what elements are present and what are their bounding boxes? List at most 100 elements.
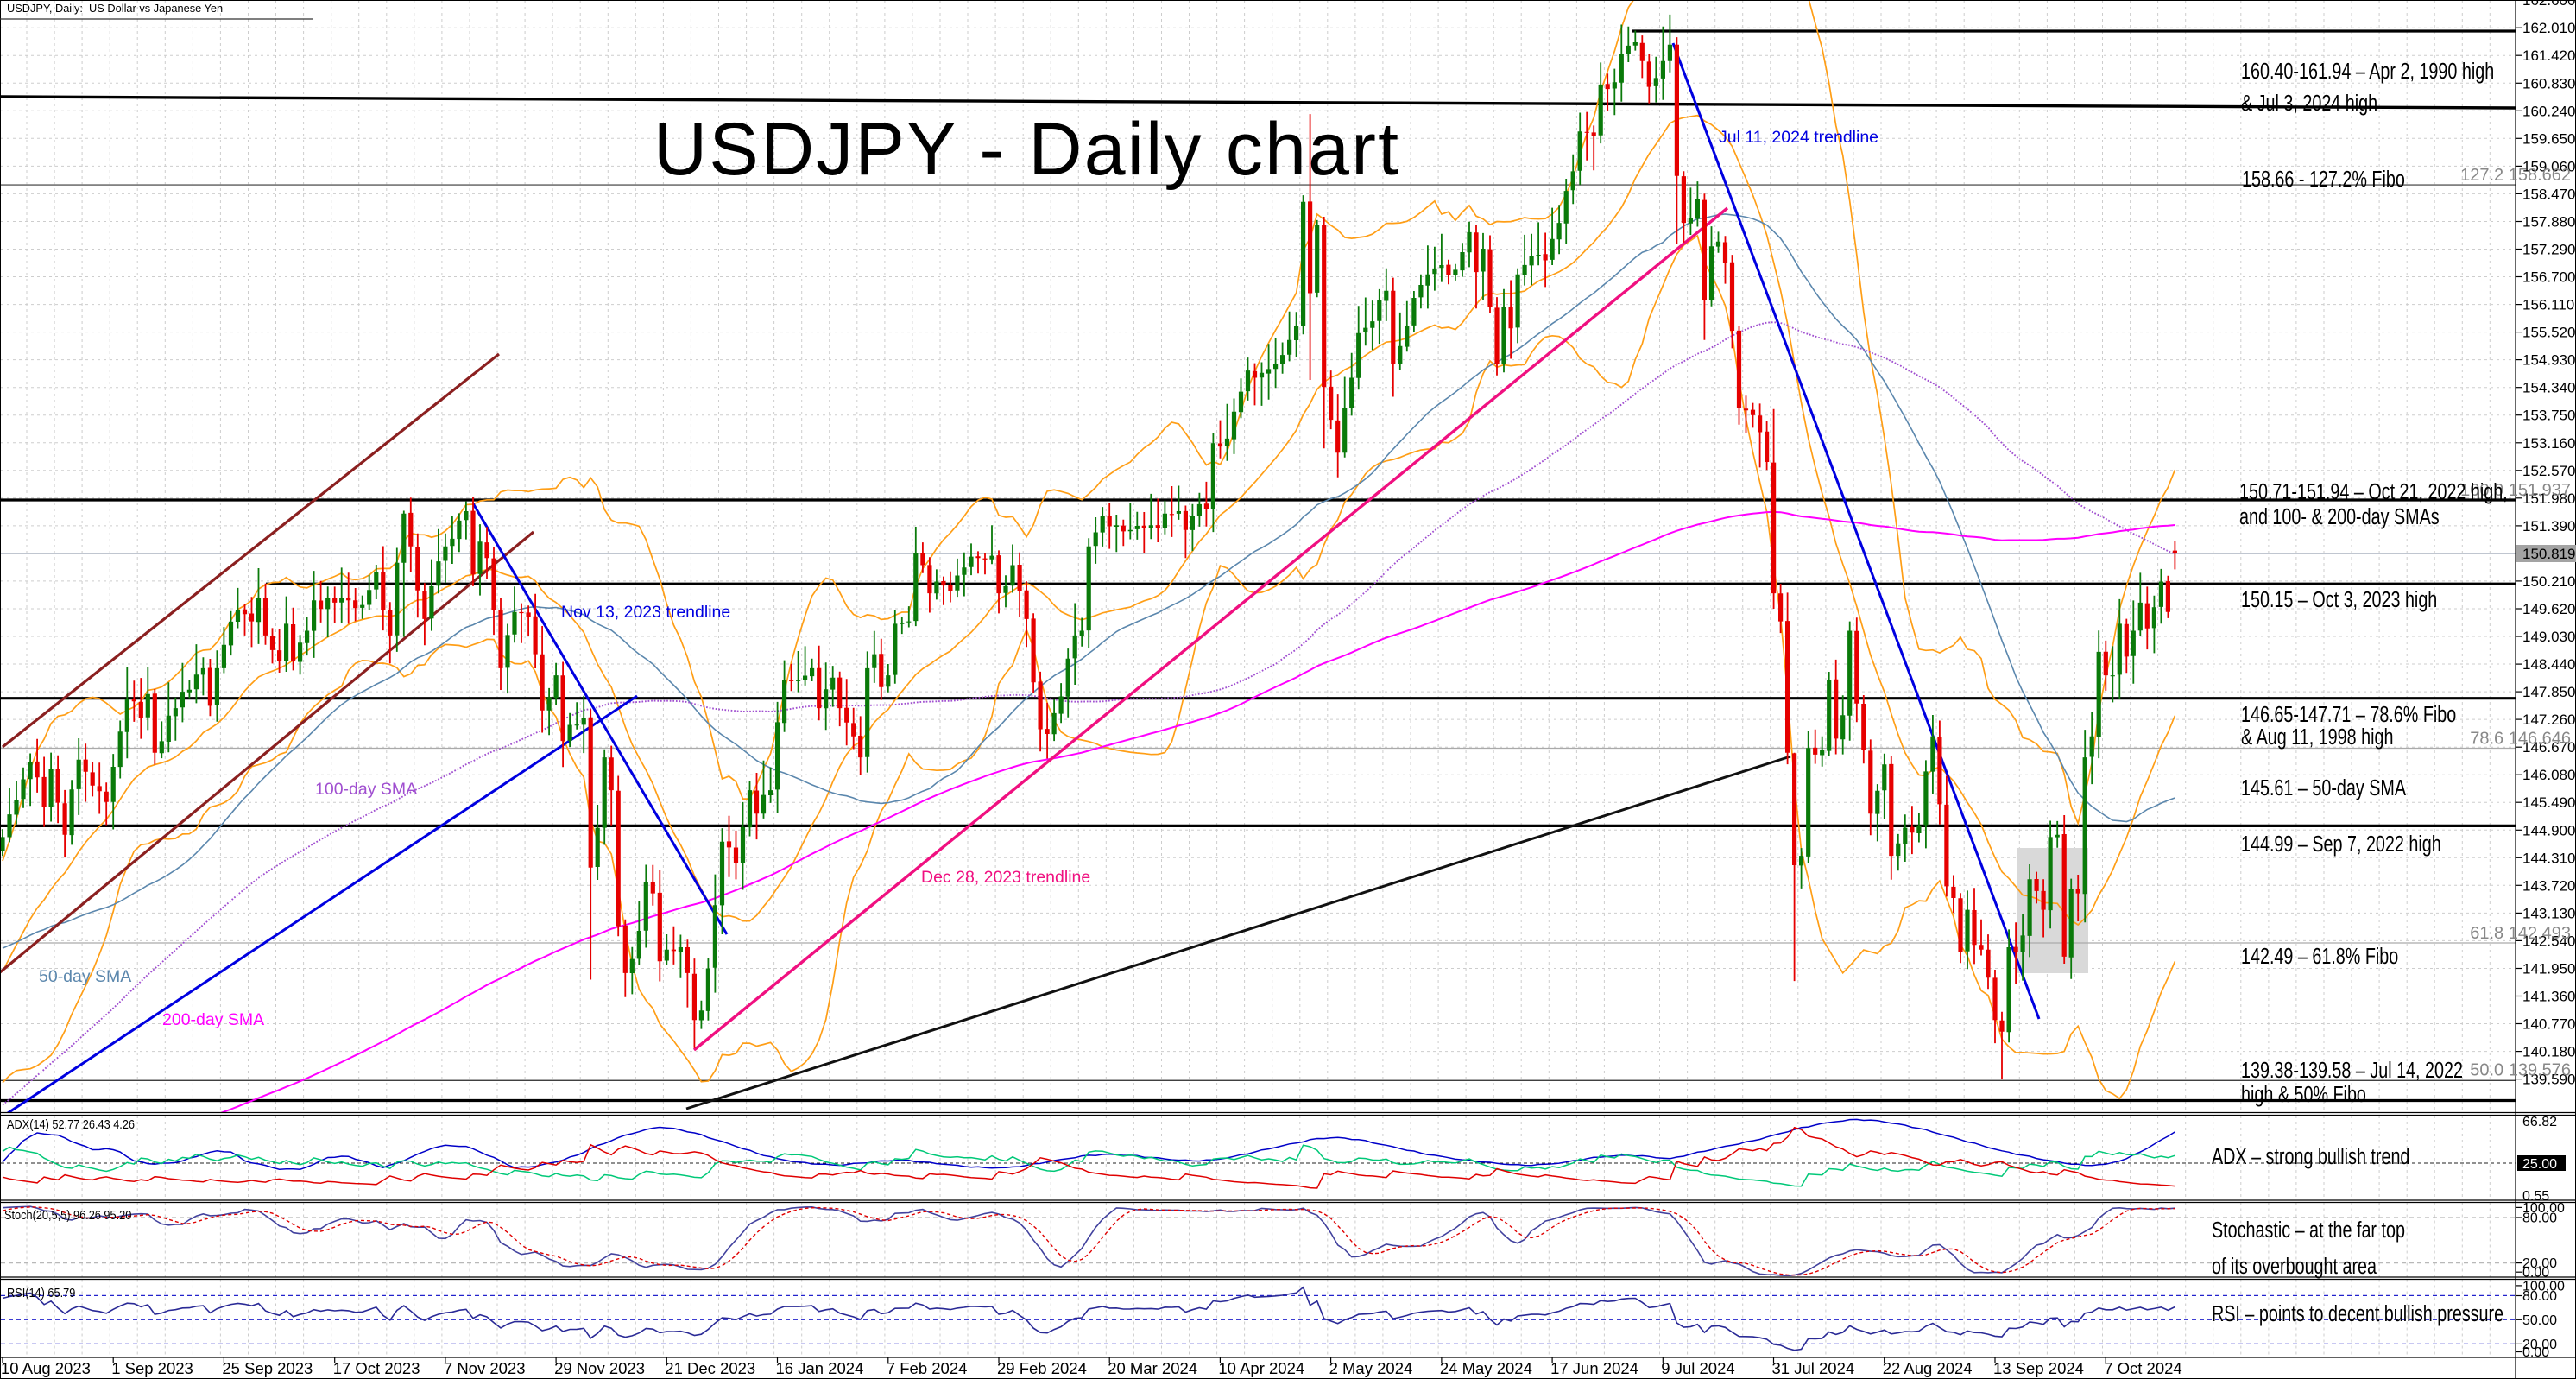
svg-text:7 Nov 2023: 7 Nov 2023	[444, 1359, 526, 1377]
svg-text:50.00: 50.00	[2522, 1313, 2557, 1328]
svg-text:162.600: 162.600	[2522, 0, 2575, 9]
svg-text:159.060: 159.060	[2522, 158, 2575, 174]
svg-text:9 Jul 2024: 9 Jul 2024	[1661, 1359, 1734, 1377]
svg-text:139.590: 139.590	[2522, 1072, 2575, 1088]
svg-text:66.82: 66.82	[2522, 1115, 2557, 1129]
svg-text:150.15 – Oct 3, 2023 high: 150.15 – Oct 3, 2023 high	[2241, 586, 2437, 611]
svg-text:140.180: 140.180	[2522, 1044, 2575, 1060]
svg-text:162.010: 162.010	[2522, 20, 2575, 36]
svg-text:20.00: 20.00	[2522, 1338, 2557, 1352]
svg-text:155.520: 155.520	[2522, 325, 2575, 341]
svg-text:of its overbought area: of its overbought area	[2212, 1253, 2377, 1278]
svg-text:154.930: 154.930	[2522, 352, 2575, 369]
svg-text:31 Jul 2024: 31 Jul 2024	[1772, 1359, 1855, 1377]
svg-text:& Aug 11, 1998 high: & Aug 11, 1998 high	[2241, 724, 2393, 749]
svg-text:ADX(14) 52.77 26.43 4.26: ADX(14) 52.77 26.43 4.26	[7, 1116, 135, 1131]
svg-text:156.700: 156.700	[2522, 269, 2575, 286]
svg-text:145.490: 145.490	[2522, 794, 2575, 811]
svg-text:and 100- & 200-day SMAs: and 100- & 200-day SMAs	[2239, 503, 2440, 528]
svg-text:USDJPY - Daily chart: USDJPY - Daily chart	[653, 108, 1398, 191]
svg-text:80.00: 80.00	[2522, 1211, 2557, 1226]
svg-text:Jul 11, 2024 trendline: Jul 11, 2024 trendline	[1719, 128, 1878, 147]
svg-text:144.99 – Sep 7, 2022 high: 144.99 – Sep 7, 2022 high	[2241, 831, 2441, 856]
svg-text:160.830: 160.830	[2522, 75, 2575, 92]
svg-text:Dec 28, 2023 trendline: Dec 28, 2023 trendline	[921, 868, 1090, 887]
svg-text:1 Sep 2023: 1 Sep 2023	[111, 1359, 193, 1377]
svg-text:16 Jan 2024: 16 Jan 2024	[776, 1359, 864, 1377]
svg-text:0.00: 0.00	[2522, 1345, 2549, 1360]
svg-text:139.38-139.58 – Jul 14, 2022: 139.38-139.58 – Jul 14, 2022	[2241, 1057, 2463, 1082]
svg-text:0.55: 0.55	[2522, 1189, 2549, 1204]
svg-text:161.420: 161.420	[2522, 47, 2575, 64]
svg-text:145.61 – 50-day SMA: 145.61 – 50-day SMA	[2241, 775, 2407, 800]
svg-text:160.40-161.94 – Apr 2, 1990 hi: 160.40-161.94 – Apr 2, 1990 high	[2241, 58, 2494, 83]
svg-text:25 Sep 2023: 25 Sep 2023	[222, 1359, 313, 1377]
svg-text:17 Oct 2023: 17 Oct 2023	[333, 1359, 420, 1377]
svg-text:152.570: 152.570	[2522, 463, 2575, 479]
svg-text:21 Dec 2023: 21 Dec 2023	[665, 1359, 755, 1377]
svg-text:ADX – strong bullish trend: ADX – strong bullish trend	[2212, 1143, 2409, 1168]
svg-text:200-day SMA: 200-day SMA	[162, 1010, 264, 1029]
svg-text:144.900: 144.900	[2522, 822, 2575, 838]
svg-text:0.00: 0.00	[2522, 1266, 2549, 1281]
svg-text:150.819: 150.819	[2522, 546, 2575, 562]
svg-text:156.110: 156.110	[2522, 297, 2574, 313]
svg-text:159.650: 159.650	[2522, 130, 2575, 147]
svg-text:20.00: 20.00	[2522, 1256, 2557, 1271]
svg-text:USDJPY, Daily: US Dollar vs J: USDJPY, Daily: US Dollar vs Japanese Yen	[7, 2, 223, 15]
svg-text:10 Apr 2024: 10 Apr 2024	[1218, 1359, 1304, 1377]
svg-text:100.0 151.937: 100.0 151.937	[2460, 481, 2571, 500]
svg-text:146.65-147.71 – 78.6% Fibo: 146.65-147.71 – 78.6% Fibo	[2241, 701, 2456, 726]
svg-text:22 Aug 2024: 22 Aug 2024	[1883, 1359, 1973, 1377]
svg-text:RSI – points to decent bullish: RSI – points to decent bullish pressure	[2212, 1300, 2503, 1325]
svg-text:157.290: 157.290	[2522, 242, 2575, 258]
svg-text:7 Feb 2024: 7 Feb 2024	[887, 1359, 968, 1377]
svg-text:157.880: 157.880	[2522, 214, 2575, 231]
svg-text:10 Aug 2023: 10 Aug 2023	[1, 1359, 91, 1377]
svg-text:149.620: 149.620	[2522, 601, 2575, 617]
svg-text:144.310: 144.310	[2522, 850, 2575, 866]
svg-text:50-day SMA: 50-day SMA	[39, 967, 131, 986]
svg-text:158.470: 158.470	[2522, 186, 2575, 202]
svg-text:160.240: 160.240	[2522, 103, 2575, 119]
svg-text:80.00: 80.00	[2522, 1289, 2557, 1304]
svg-text:150.71-151.94 – Oct 21, 2022 h: 150.71-151.94 – Oct 21, 2022 high,	[2239, 478, 2508, 503]
svg-text:150.210: 150.210	[2522, 573, 2575, 590]
svg-text:141.360: 141.360	[2522, 989, 2575, 1005]
svg-text:153.160: 153.160	[2522, 435, 2575, 452]
svg-text:Stochastic – at the far top: Stochastic – at the far top	[2212, 1217, 2405, 1242]
svg-text:Stoch(20,5,5) 96.26 95.20: Stoch(20,5,5) 96.26 95.20	[4, 1207, 132, 1222]
svg-text:29 Nov 2023: 29 Nov 2023	[554, 1359, 645, 1377]
svg-text:50.0 139.576: 50.0 139.576	[2470, 1060, 2571, 1079]
svg-text:153.750: 153.750	[2522, 408, 2575, 424]
svg-text:13 Sep 2024: 13 Sep 2024	[1993, 1359, 2084, 1377]
svg-text:& Jul 3, 2024 high: & Jul 3, 2024 high	[2241, 90, 2377, 115]
svg-text:142.49 – 61.8% Fibo: 142.49 – 61.8% Fibo	[2241, 943, 2398, 968]
svg-text:61.8 142.493: 61.8 142.493	[2470, 924, 2571, 943]
svg-text:142.540: 142.540	[2522, 933, 2575, 949]
svg-text:high & 50% Fibo: high & 50% Fibo	[2241, 1081, 2366, 1106]
svg-text:100.00: 100.00	[2522, 1279, 2565, 1294]
svg-text:2 May 2024: 2 May 2024	[1329, 1359, 1413, 1377]
svg-text:100.00: 100.00	[2522, 1201, 2565, 1216]
svg-text:25.00: 25.00	[2522, 1157, 2557, 1172]
svg-text:148.440: 148.440	[2522, 656, 2575, 673]
svg-text:143.130: 143.130	[2522, 905, 2575, 921]
svg-text:146.670: 146.670	[2522, 739, 2575, 756]
svg-text:158.66 - 127.2% Fibo: 158.66 - 127.2% Fibo	[2242, 166, 2405, 191]
svg-text:127.2 158.662: 127.2 158.662	[2460, 166, 2571, 185]
svg-text:149.030: 149.030	[2522, 629, 2575, 645]
svg-text:29 Feb 2024: 29 Feb 2024	[997, 1359, 1087, 1377]
svg-text:151.980: 151.980	[2522, 490, 2575, 507]
svg-text:143.720: 143.720	[2522, 877, 2575, 894]
svg-text:147.850: 147.850	[2522, 684, 2575, 700]
svg-text:17 Jun 2024: 17 Jun 2024	[1550, 1359, 1638, 1377]
svg-text:154.340: 154.340	[2522, 380, 2575, 396]
svg-text:100-day SMA: 100-day SMA	[315, 780, 417, 799]
svg-text:Nov 13, 2023 trendline: Nov 13, 2023 trendline	[561, 603, 730, 622]
svg-text:140.770: 140.770	[2522, 1016, 2575, 1033]
svg-text:20 Mar 2024: 20 Mar 2024	[1108, 1359, 1197, 1377]
svg-text:78.6 146.646: 78.6 146.646	[2470, 730, 2571, 749]
svg-text:146.080: 146.080	[2522, 767, 2575, 783]
svg-text:RSI(14) 65.79: RSI(14) 65.79	[7, 1285, 76, 1300]
